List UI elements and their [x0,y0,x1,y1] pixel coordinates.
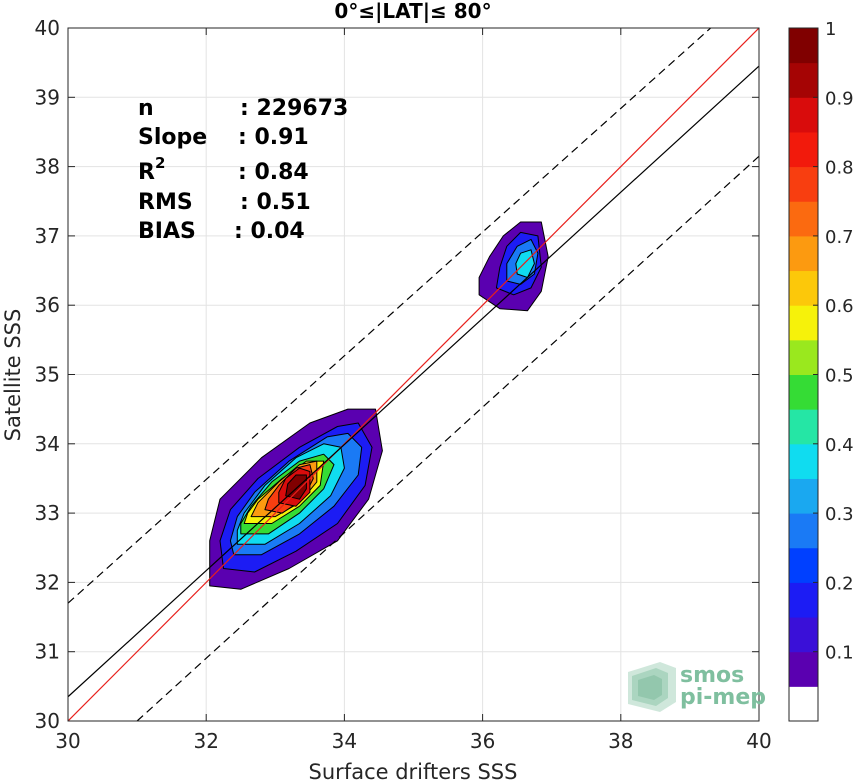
colorbar-segment [789,443,818,479]
chart-title: 0°≤|LAT|≤ 80° [334,0,491,23]
colorbar-segment [789,166,818,202]
colorbar-segment [789,339,818,375]
colorbar-tick-label: 0.8 [825,158,854,179]
logo-line1: smos [680,663,744,688]
x-axis-ticks: 30 32 34 36 38 40 [55,28,772,753]
y-axis-label: Satellite SSS [1,309,25,442]
x-tick-label: 38 [608,729,633,753]
colorbar-segment [789,478,818,514]
colorbar-tick-label: 1 [825,19,836,40]
colorbar-tick-label: 0.9 [825,88,854,109]
regression-line [68,65,759,698]
colorbar-tick-label: 0.5 [825,366,854,387]
colorbar-tick-label: 0.7 [825,227,854,248]
y-tick-label: 36 [35,293,60,317]
colorbar [789,28,818,722]
colorbar-segment [789,97,818,133]
colorbar-ticks: 0.1 0.2 0.3 0.4 0.5 0.6 0.7 0.8 0.9 1 [813,19,854,664]
y-tick-label: 33 [35,501,60,525]
stats-box: n : 229673 Slope : 0.91 R2 : 0.84 RMS : … [138,96,348,244]
colorbar-tick-label: 0.1 [825,643,854,664]
stat-n-label: n [138,96,154,121]
colorbar-segment [789,131,818,168]
y-tick-label: 35 [35,363,60,387]
x-tick-label: 34 [332,729,357,753]
stat-bias-label: BIAS [138,219,196,244]
x-axis-label: Surface drifters SSS [309,760,518,784]
stat-slope-label: Slope [138,125,207,150]
stat-slope-value: : 0.91 [238,125,309,150]
y-tick-label: 34 [35,432,60,456]
stat-bias-value: : 0.04 [234,219,305,244]
colorbar-tick-label: 0.6 [825,296,854,317]
colorbar-tick-label: 0.3 [825,504,854,525]
colorbar-segment [789,686,818,722]
x-tick-label: 36 [470,729,495,753]
colorbar-segment [789,235,818,272]
colorbar-segment [789,617,818,653]
colorbar-segment [789,374,818,410]
reference-lines [68,28,759,721]
y-tick-label: 32 [35,570,60,594]
colorbar-segment [789,62,818,98]
upper-bound-line [68,28,712,604]
colorbar-tick-label: 0.4 [825,435,854,456]
lower-bound-line [136,155,759,721]
y-tick-label: 30 [35,709,60,733]
colorbar-segment [789,651,818,687]
x-tick-label: 40 [746,729,771,753]
stat-r2-value: : 0.84 [238,160,309,185]
grid [67,27,760,722]
stat-r2-label: R2 [138,154,165,185]
stat-rms-label: RMS [138,190,193,215]
colorbar-tick-label: 0.2 [825,573,854,594]
colorbar-segment [789,409,818,445]
y-tick-label: 39 [35,85,60,109]
y-tick-label: 38 [35,155,60,179]
colorbar-segment [789,582,818,618]
stat-n-value: : 229673 [240,96,348,121]
smos-pimep-logo: smos pi-mep [628,662,766,712]
y-tick-label: 40 [35,16,60,40]
logo-line2: pi-mep [680,685,766,710]
colorbar-segment [789,547,818,583]
colorbar-segment [789,513,818,549]
y-axis-ticks: 30 31 32 33 34 35 36 37 38 39 40 [35,16,759,733]
colorbar-segment [789,201,818,237]
logo-mark-icon [628,662,676,712]
x-tick-label: 32 [193,729,218,753]
identity-line [68,28,759,721]
stat-rms-value: : 0.51 [240,190,311,215]
colorbar-segment [789,270,818,306]
y-tick-label: 37 [35,224,60,248]
colorbar-segment [789,28,818,64]
colorbar-segment [789,305,818,341]
y-tick-label: 31 [35,640,60,664]
x-tick-label: 30 [55,729,80,753]
